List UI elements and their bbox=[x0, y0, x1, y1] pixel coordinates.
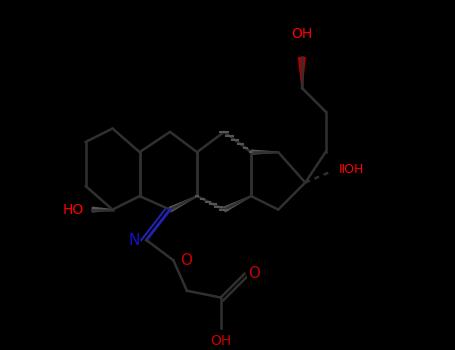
Text: OH: OH bbox=[291, 27, 313, 41]
Text: ⅡOH: ⅡOH bbox=[339, 162, 364, 176]
Polygon shape bbox=[92, 207, 112, 212]
Text: HO: HO bbox=[62, 203, 84, 217]
Polygon shape bbox=[169, 196, 197, 212]
Text: N: N bbox=[128, 232, 140, 247]
Text: O: O bbox=[248, 266, 260, 281]
Text: O: O bbox=[180, 253, 192, 268]
Polygon shape bbox=[251, 150, 278, 154]
Polygon shape bbox=[298, 57, 305, 88]
Polygon shape bbox=[223, 196, 251, 212]
Text: OH: OH bbox=[210, 335, 231, 349]
